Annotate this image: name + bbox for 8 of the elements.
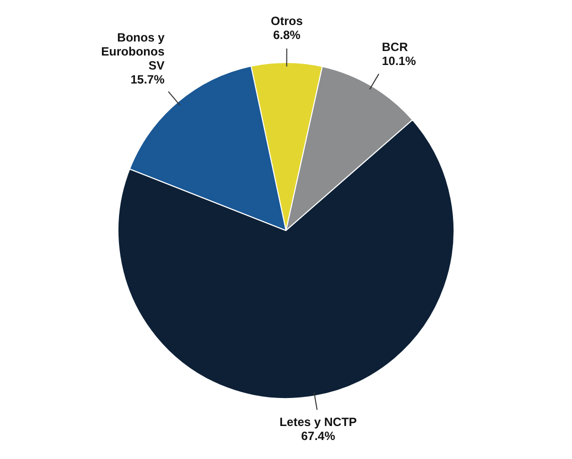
data-label: 67.4% [301, 429, 336, 444]
data-label: 10.1% [382, 54, 416, 68]
slice-label: Otros [270, 14, 304, 28]
data-label: 6.8% [273, 28, 301, 42]
slice-label: Letes y NCTP [279, 415, 357, 430]
slice-label: Bonos y Eurobonos SV [101, 30, 165, 72]
data-label: 15.7% [130, 72, 165, 86]
slice-label: BCR [382, 40, 408, 54]
